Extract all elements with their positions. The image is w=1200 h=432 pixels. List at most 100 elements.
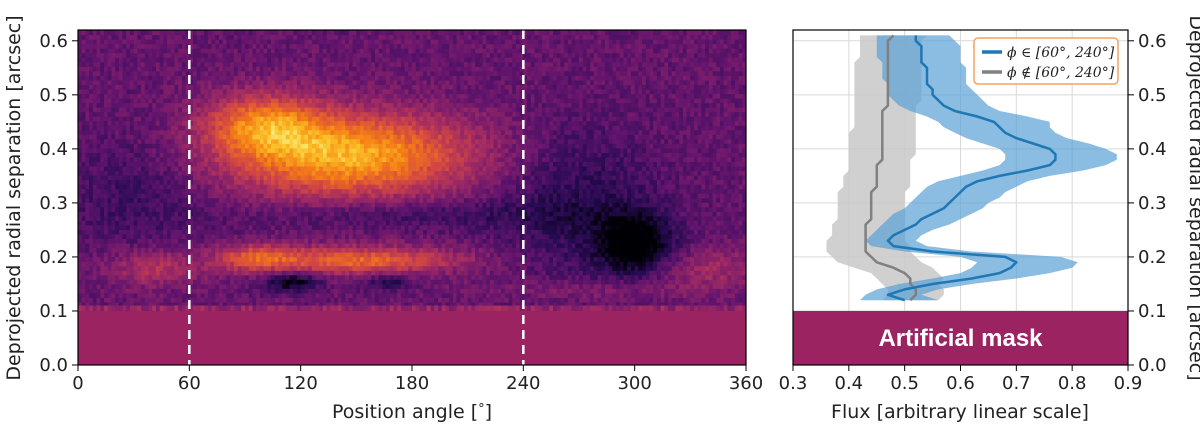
heatmap-cell (270, 184, 276, 190)
heatmap-cell (115, 93, 120, 99)
heatmap-cell (248, 165, 254, 172)
heatmap-cell (274, 170, 279, 176)
heatmap-cell (193, 252, 198, 258)
heatmap-cell (274, 188, 279, 194)
heatmap-cell (274, 297, 279, 303)
heatmap-cell (371, 129, 376, 135)
heatmap-cell (356, 202, 361, 208)
heatmap-cell (107, 107, 112, 113)
heatmap-cell (237, 48, 242, 54)
heatmap-cell (85, 247, 90, 253)
heatmap-cell (122, 261, 127, 267)
heatmap-cell (204, 188, 209, 194)
heatmap-cell (159, 279, 164, 285)
heatmap-cell (137, 265, 142, 271)
heatmap-cell (144, 252, 150, 258)
heatmap-cell (189, 138, 194, 144)
heatmap-cell (92, 184, 98, 190)
heatmap-cell (315, 283, 320, 289)
heatmap-cell (282, 43, 287, 49)
heatmap-cell (181, 265, 187, 271)
heatmap-cell (103, 215, 109, 221)
heatmap-cell (245, 206, 250, 212)
heatmap-cell (311, 129, 317, 135)
heatmap-cell (326, 270, 331, 276)
heatmap-cell (211, 97, 216, 104)
heatmap-cell (285, 288, 291, 294)
heatmap-cell (96, 279, 101, 285)
heatmap-cell (211, 283, 216, 289)
heatmap-cell (89, 52, 94, 58)
heatmap-cell (174, 238, 179, 244)
heatmap-cell (337, 57, 343, 63)
heatmap-cell (345, 70, 350, 76)
heatmap-cell (78, 111, 83, 117)
heatmap-cell (248, 220, 254, 226)
heatmap-cell (267, 116, 272, 122)
heatmap-cell (348, 215, 354, 221)
heatmap-cell (319, 179, 324, 185)
heatmap-cell (233, 125, 239, 131)
heatmap-cell (360, 270, 365, 276)
heatmap-cell (211, 70, 216, 76)
heatmap-cell (155, 70, 161, 76)
heatmap-cell (334, 97, 339, 104)
heatmap-cell (341, 224, 346, 230)
heatmap-cell (330, 202, 335, 208)
heatmap-cell (233, 170, 239, 176)
heatmap-cell (107, 193, 112, 199)
heatmap-cell (204, 61, 209, 67)
heatmap-cell (141, 134, 146, 140)
heatmap-cell (348, 70, 354, 76)
heatmap-cell (282, 261, 287, 267)
heatmap-cell (170, 52, 176, 58)
heatmap-cell (100, 111, 105, 117)
heatmap-cell (204, 283, 209, 289)
heatmap-cell (293, 175, 298, 181)
heatmap-cell (219, 179, 224, 185)
heatmap-cell (148, 256, 153, 262)
heatmap-cell (115, 211, 120, 217)
heatmap-cell (345, 179, 350, 185)
heatmap-cell (322, 147, 328, 153)
heatmap-cell (263, 238, 268, 244)
heatmap-cell (289, 156, 294, 163)
heatmap-cell (129, 292, 135, 298)
heatmap-cell (81, 297, 87, 303)
heatmap-cell (219, 156, 224, 163)
heatmap-cell (96, 206, 101, 212)
heatmap-cell (311, 134, 317, 140)
heatmap-cell (278, 215, 283, 221)
heatmap-cell (304, 215, 309, 221)
heatmap-cell (270, 247, 276, 253)
heatmap-cell (78, 220, 83, 226)
heatmap-cell (337, 143, 343, 149)
heatmap-cell (285, 138, 291, 144)
heatmap-cell (337, 107, 343, 113)
heatmap-cell (219, 102, 224, 108)
heatmap-cell (267, 261, 272, 267)
heatmap-cell (248, 175, 254, 181)
heatmap-cell (289, 242, 294, 249)
heatmap-cell (371, 30, 376, 36)
heatmap-cell (363, 134, 369, 140)
heatmap-cell (334, 261, 339, 267)
heatmap-cell (322, 247, 328, 253)
heatmap-cell (148, 129, 153, 135)
heatmap-cell (78, 88, 83, 95)
heatmap-cell (159, 288, 164, 294)
heatmap-cell (103, 34, 109, 40)
heatmap-cell (200, 256, 205, 262)
heatmap-cell (352, 39, 357, 45)
heatmap-cell (311, 88, 317, 95)
heatmap-cell (126, 84, 131, 90)
heatmap-cell (326, 265, 331, 271)
heatmap-cell (367, 179, 372, 185)
heatmap-cell (278, 152, 283, 158)
heatmap-cell (170, 224, 176, 230)
heatmap-cell (356, 242, 361, 249)
heatmap-cell (170, 138, 176, 144)
heatmap-cell (356, 170, 361, 176)
heatmap-cell (345, 161, 350, 167)
heatmap-cell (330, 247, 335, 253)
